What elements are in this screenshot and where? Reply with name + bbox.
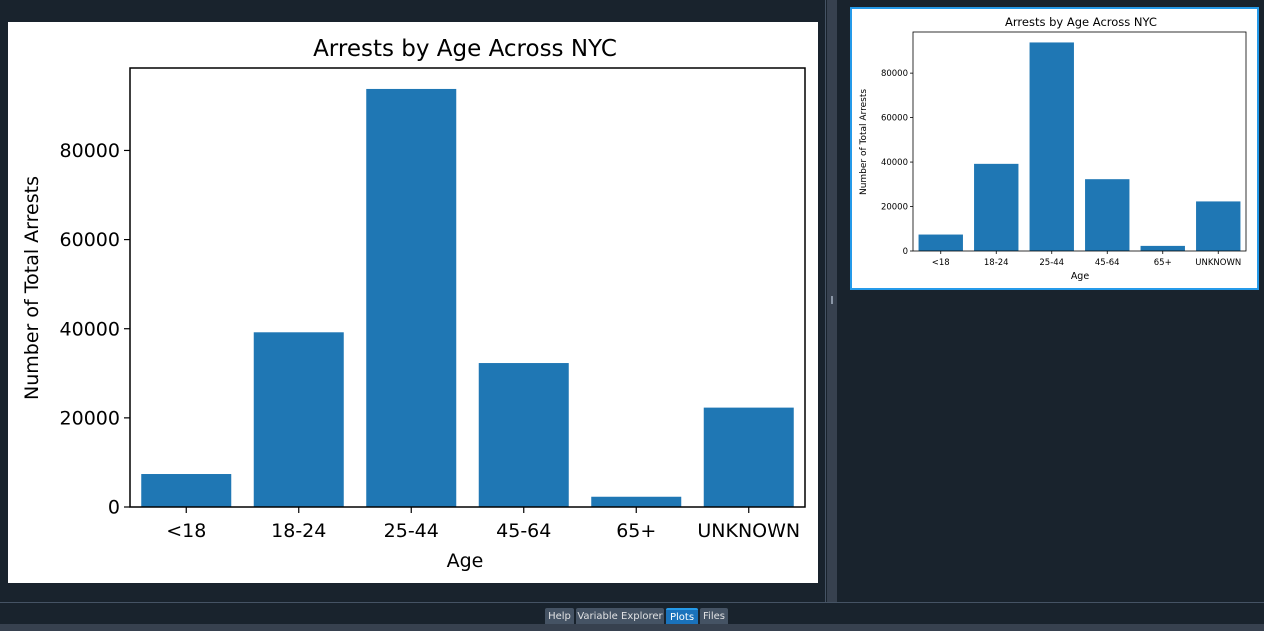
- chart-title: Arrests by Age Across NYC: [313, 36, 617, 62]
- x-tick-label: 65+: [616, 520, 656, 542]
- thumbnail-y-axis-label: Number of Total Arrests: [859, 89, 869, 195]
- bar-4564: [1085, 179, 1130, 251]
- plot-axes-frame: [129, 67, 806, 508]
- status-bar: [0, 624, 1264, 631]
- y-axis-label: Number of Total Arrests: [21, 176, 43, 400]
- x-tick-label: 25-44: [384, 520, 439, 542]
- y-tick-label: 60000: [881, 114, 908, 124]
- x-tick-label: UNKNOWN: [1195, 258, 1241, 268]
- bar-65: [1140, 245, 1185, 251]
- y-tick-label: 80000: [881, 69, 908, 79]
- thumbnail-chart-title: Arrests by Age Across NYC: [1005, 15, 1157, 29]
- bar-2544: [1029, 42, 1074, 252]
- bar-65: [591, 496, 682, 507]
- thumbnail-x-axis-label: Age: [1071, 271, 1090, 282]
- x-axis-label: Age: [447, 550, 484, 572]
- x-tick-label: 45-64: [496, 520, 551, 542]
- main-bar-chart: Arrests by Age Across NYC <18 18-24 25-44 4…: [21, 36, 806, 572]
- y-tick-label: 20000: [60, 408, 120, 430]
- y-tick-label: 60000: [60, 229, 120, 251]
- pane-splitter[interactable]: [827, 0, 837, 602]
- tab-variable-explorer[interactable]: Variable Explorer: [576, 608, 664, 625]
- tab-plots[interactable]: Plots: [666, 608, 698, 625]
- plot-thumbnail-selected[interactable]: Arrests by Age Across NYC <18 18-24 25-44 4…: [850, 7, 1259, 290]
- bar-2544: [366, 88, 457, 507]
- x-tick-label: <18: [932, 258, 950, 268]
- splitter-grip-icon: [831, 296, 833, 304]
- x-tick-label: 18-24: [984, 258, 1009, 268]
- plot-viewer-pane: Arrests by Age Across NYC <18 18-24 25-44 4…: [8, 0, 826, 602]
- x-tick-label: 45-64: [1095, 258, 1120, 268]
- x-tick-label: UNKNOWN: [697, 520, 800, 542]
- tab-help[interactable]: Help: [545, 608, 574, 625]
- x-tick-label: <18: [166, 520, 206, 542]
- bar-unknown: [1196, 201, 1241, 251]
- bar-1824: [974, 163, 1019, 251]
- thumbnail-axes-frame: [912, 31, 1247, 252]
- y-tick-label: 20000: [881, 203, 908, 213]
- x-tick-label: 65+: [1154, 258, 1172, 268]
- y-tick-label: 0: [903, 247, 908, 257]
- bar-18: [918, 234, 963, 251]
- bar-1824: [253, 332, 344, 507]
- thumbnail-bar-chart: Arrests by Age Across NYC <18 18-24 25-44 4…: [859, 15, 1247, 282]
- y-tick-label: 40000: [60, 318, 120, 340]
- y-tick-label: 0: [108, 497, 120, 519]
- y-tick-label: 80000: [60, 140, 120, 162]
- bar-18: [141, 474, 232, 507]
- x-tick-label: 18-24: [271, 520, 326, 542]
- y-tick-label: 40000: [881, 158, 908, 168]
- tab-files[interactable]: Files: [700, 608, 728, 625]
- x-tick-label: 25-44: [1039, 258, 1064, 268]
- main-plot-figure: Arrests by Age Across NYC <18 18-24 25-44 4…: [8, 22, 818, 583]
- bar-unknown: [703, 407, 794, 507]
- pane-tab-bar: Help Variable Explorer Plots Files: [0, 602, 1264, 625]
- bar-4564: [478, 363, 569, 507]
